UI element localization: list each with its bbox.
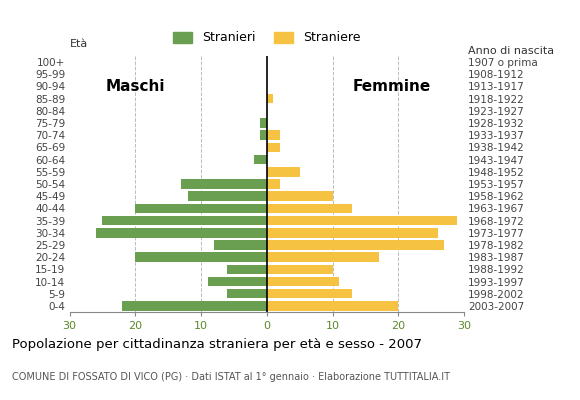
- Bar: [267, 252, 379, 262]
- Bar: [188, 192, 267, 201]
- Text: Maschi: Maschi: [106, 79, 165, 94]
- Bar: [267, 167, 300, 176]
- Bar: [267, 228, 438, 238]
- Bar: [135, 252, 267, 262]
- Text: Femmine: Femmine: [353, 79, 431, 94]
- Bar: [260, 130, 267, 140]
- Bar: [267, 192, 332, 201]
- Bar: [267, 143, 280, 152]
- Bar: [214, 240, 267, 250]
- Bar: [267, 179, 280, 189]
- Legend: Stranieri, Straniere: Stranieri, Straniere: [168, 26, 365, 50]
- Text: COMUNE DI FOSSATO DI VICO (PG) · Dati ISTAT al 1° gennaio · Elaborazione TUTTITA: COMUNE DI FOSSATO DI VICO (PG) · Dati IS…: [12, 372, 450, 382]
- Bar: [103, 216, 267, 225]
- Text: Età: Età: [70, 39, 88, 49]
- Bar: [267, 301, 398, 311]
- Bar: [267, 289, 352, 298]
- Bar: [267, 204, 352, 213]
- Bar: [96, 228, 267, 238]
- Bar: [267, 130, 280, 140]
- Bar: [253, 155, 267, 164]
- Bar: [208, 277, 267, 286]
- Bar: [135, 204, 267, 213]
- Bar: [267, 264, 332, 274]
- Bar: [267, 240, 444, 250]
- Bar: [122, 301, 267, 311]
- Bar: [227, 264, 267, 274]
- Text: Popolazione per cittadinanza straniera per età e sesso - 2007: Popolazione per cittadinanza straniera p…: [12, 338, 422, 351]
- Bar: [267, 94, 273, 104]
- Bar: [267, 216, 458, 225]
- Bar: [227, 289, 267, 298]
- Bar: [182, 179, 267, 189]
- Text: Anno di nascita: Anno di nascita: [468, 46, 554, 56]
- Bar: [267, 277, 339, 286]
- Bar: [260, 118, 267, 128]
